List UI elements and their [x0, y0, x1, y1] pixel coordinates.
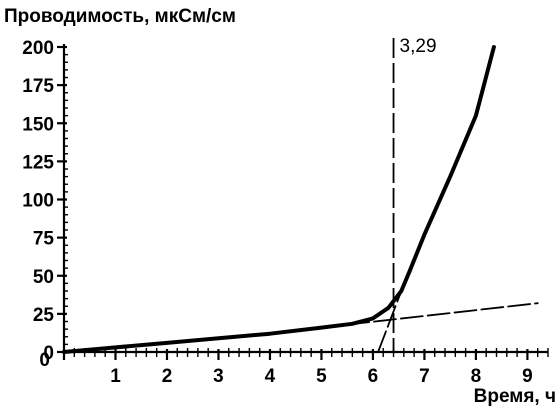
- x-tick-label: 8: [471, 366, 482, 387]
- y-axis-title: Проводимость, мкСм/см: [4, 6, 236, 27]
- y-tick-label: 25: [33, 305, 55, 326]
- x-tick-label: 1: [110, 366, 121, 387]
- vline-label: 3,29: [400, 36, 437, 57]
- x-tick-label: 4: [265, 366, 276, 387]
- x-tick-label: 7: [419, 366, 430, 387]
- y-tick-label: 175: [22, 76, 54, 97]
- y-tick-label: 0: [43, 343, 54, 364]
- y-tick-label: 200: [22, 38, 54, 59]
- y-tick-label: 150: [22, 114, 54, 135]
- axes: 0 25 50 75 100 125 150 175 200 1 2 3 4 5 6 7 8 9 0: [22, 38, 549, 387]
- y-tick-label: 125: [22, 152, 54, 173]
- series-layer: [62, 45, 539, 354]
- y-tick-label: 100: [22, 191, 54, 212]
- x-tick-label: 3: [213, 366, 224, 387]
- conductivity-curve: [62, 45, 496, 354]
- dashed-tangent-line: [377, 290, 403, 353]
- x-axis-title: Время, ч: [474, 386, 556, 407]
- x-tick-label: 5: [316, 366, 327, 387]
- x-tick-label: 9: [522, 366, 533, 387]
- annotation-layer: 3,29: [392, 36, 437, 352]
- y-tick-label: 50: [33, 267, 54, 288]
- x-tick-label: 2: [162, 366, 173, 387]
- x-tick-label: 6: [368, 366, 379, 387]
- y-tick-label: 75: [33, 229, 55, 250]
- origin-label: 0: [39, 350, 50, 371]
- dashed-tangent-line: [346, 302, 539, 326]
